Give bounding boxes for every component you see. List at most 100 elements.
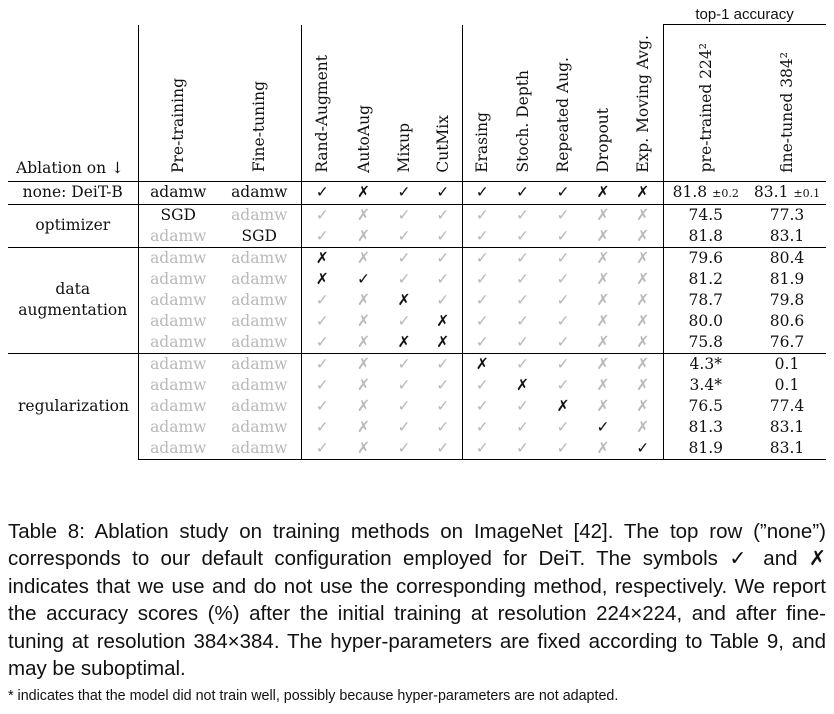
flag-cell: ✓	[502, 437, 543, 460]
column-header: Mixup	[384, 25, 424, 182]
header-spacer	[384, 4, 424, 25]
pretrain-cell: adamw	[137, 331, 218, 353]
table-row: adamw adamw ✓ ✗ ✓ ✓ ✓ ✓ ✗ ✗ ✗ 76.5 77.4	[8, 395, 826, 417]
flag-cell: ✓	[461, 180, 502, 204]
acc224-std: ±0.2	[712, 186, 739, 200]
flag-cell: ✗	[596, 226, 610, 245]
acc384-cell: 83.1 ±0.1	[748, 180, 827, 204]
flag-cell: ✗	[596, 396, 610, 415]
flag-cell: ✗	[300, 268, 343, 290]
column-header-label: Exp. Moving Avg.	[633, 34, 652, 173]
acc384-value: 83.1	[753, 182, 789, 201]
header-spacer	[138, 4, 218, 25]
pretrain-cell: adamw	[137, 289, 218, 311]
flag-cell: ✗	[636, 332, 650, 351]
acc224-cell: 80.0	[662, 310, 748, 332]
column-header: Exp. Moving Avg.	[623, 25, 663, 182]
pretrain-cell: adamw	[137, 416, 218, 438]
flag-cell: ✓	[543, 180, 583, 204]
table-row: adamw adamw ✗ ✓ ✓ ✓ ✓ ✓ ✓ ✗ ✗ 81.2 81.9	[8, 268, 826, 290]
header-spacer	[583, 4, 623, 25]
header-row: Ablation on ↓ Pre-training Fine-tuning Rand…	[8, 24, 826, 182]
table-row: adamw SGD ✓ ✗ ✓ ✓ ✓ ✓ ✓ ✗ ✗ 81.8 83.1	[8, 225, 826, 247]
table-row: adamw adamw ✓ ✗ ✓ ✓ ✓ ✓ ✓ ✗ ✓ 81.9 83.1	[8, 437, 827, 460]
flag-cell: ✓	[397, 417, 411, 436]
column-header-label: Dropout	[594, 107, 612, 173]
flag-cell: ✓	[397, 226, 411, 245]
flag-cell: ✗	[636, 269, 650, 288]
pretrain-cell: adamw	[137, 395, 218, 417]
flag-cell: ✗	[357, 396, 370, 415]
flag-cell: ✓	[357, 269, 370, 288]
flag-cell: ✗	[583, 203, 623, 226]
column-header-label: pre-trained 224²	[696, 43, 715, 173]
flag-cell: ✗	[583, 437, 623, 460]
flag-cell: ✗	[596, 269, 610, 288]
flag-cell: ✓	[543, 437, 583, 460]
acc224-cell: 81.2	[662, 268, 748, 290]
flag-cell: ✓	[556, 269, 570, 288]
acc224-cell: 81.8	[662, 225, 748, 247]
flag-cell: ✓	[516, 269, 529, 288]
flag-cell: ✗	[623, 352, 663, 375]
top-accuracy-header: top-1 accuracy	[663, 4, 827, 25]
column-header: Repeated Aug.	[543, 25, 583, 182]
column-header-label: fine-tuned 384²	[778, 51, 796, 173]
flag-cell: ✗	[596, 311, 610, 330]
flag-cell: ✗	[583, 352, 623, 375]
flag-cell: ✓	[502, 180, 543, 204]
flag-cell: ✓	[461, 203, 502, 226]
flag-cell: ✓	[300, 289, 343, 311]
flag-cell: ✓	[461, 395, 502, 417]
flag-cell: ✓	[300, 416, 343, 438]
header-spacer	[462, 4, 502, 25]
group-label: data augmentation	[8, 246, 138, 353]
flag-cell: ✓	[502, 352, 543, 375]
flag-cell: ✓	[300, 352, 343, 375]
flag-cell: ✓	[424, 437, 462, 460]
finetune-cell: adamw	[231, 417, 288, 436]
finetune-cell: adamw	[218, 246, 301, 269]
finetune-cell: adamw	[218, 203, 301, 226]
flag-cell: ✗	[357, 290, 370, 309]
flag-cell: ✓	[436, 396, 450, 415]
column-header-label: AutoAug	[354, 104, 373, 173]
flag-cell: ✓	[461, 416, 502, 438]
pretrain-cell: SGD	[137, 203, 218, 226]
flag-cell: ✗	[636, 375, 650, 394]
flag-cell: ✓	[300, 310, 343, 332]
flag-cell: ✓	[424, 203, 462, 226]
header-spacer	[343, 4, 384, 25]
flag-cell: ✓	[556, 332, 570, 351]
baseline-row: none: DeiT-B adamw adamw ✓ ✗ ✓ ✓ ✓ ✓ ✓ ✗ ✗ 81.8 ±0.2…	[8, 180, 827, 204]
flag-cell: ✓	[300, 225, 343, 247]
column-header: Pre-training	[137, 24, 218, 181]
acc224-cell: 75.8	[662, 331, 748, 353]
column-header-label: Erasing	[473, 111, 492, 173]
flag-cell: ✗	[623, 180, 663, 204]
pretrain-cell: adamw	[137, 225, 218, 247]
flag-cell: ✗	[357, 417, 370, 436]
flag-cell: ✓	[397, 396, 411, 415]
flag-cell: ✗	[343, 246, 384, 269]
table-footnote: * indicates that the model did not train…	[8, 688, 619, 704]
flag-cell: ✓	[461, 437, 502, 460]
flag-cell: ✓	[384, 246, 424, 269]
column-header-label: Rand-Augment	[313, 54, 332, 173]
flag-cell: ✗	[357, 375, 370, 394]
flag-cell: ✓	[556, 417, 570, 436]
flag-cell: ✓	[424, 246, 462, 269]
flag-cell: ✗	[357, 311, 370, 330]
column-header: CutMix	[424, 25, 462, 182]
flag-cell: ✗	[636, 290, 650, 309]
flag-cell: ✗	[397, 332, 411, 351]
flag-cell: ✗	[343, 437, 384, 460]
flag-cell: ✓	[502, 246, 543, 269]
header-spacer	[218, 4, 301, 25]
flag-cell: ✓	[543, 203, 583, 226]
finetune-cell: adamw	[231, 396, 288, 415]
flag-cell: ✓	[596, 417, 610, 436]
table-row: optimizer SGD adamw ✓ ✗ ✓ ✓ ✓ ✓ ✓ ✗ ✗ 74.5 77.3	[8, 203, 827, 247]
table-row: adamw adamw ✓ ✗ ✓ ✓ ✓ ✓ ✓ ✓ ✗ 81.3 83.1	[8, 416, 826, 438]
